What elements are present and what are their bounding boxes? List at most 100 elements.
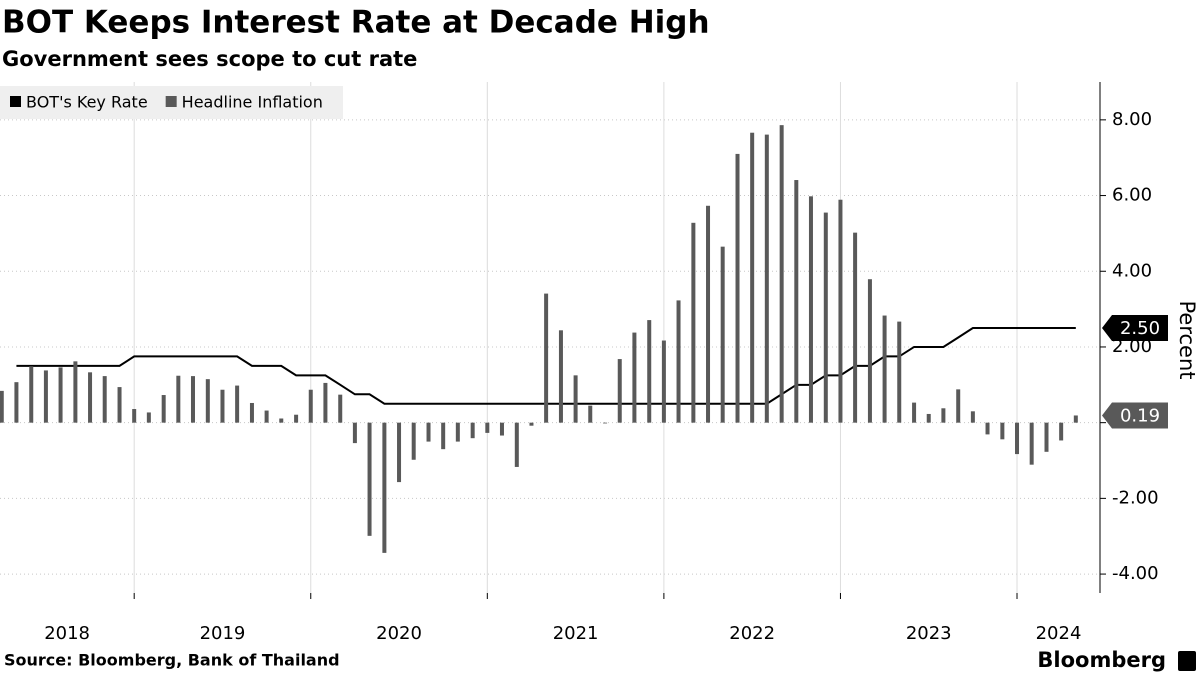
bar	[897, 321, 902, 423]
bar	[176, 375, 181, 423]
bar	[499, 422, 504, 436]
value-callout	[1102, 402, 1168, 429]
bar	[867, 279, 872, 423]
bar	[220, 389, 225, 423]
bar	[808, 196, 813, 423]
y-axis-label: Percent	[1175, 300, 1199, 379]
bar	[161, 395, 166, 423]
bar	[411, 422, 416, 460]
bar	[352, 422, 357, 444]
x-tick-label: 2019	[200, 623, 246, 644]
bar	[558, 330, 563, 423]
bar	[912, 402, 917, 423]
y-tick-label: -2.00	[1112, 487, 1159, 508]
y-tick-label: 8.00	[1112, 109, 1152, 130]
bar	[88, 372, 93, 423]
bar	[146, 412, 151, 423]
source: Source: Bloomberg, Bank of Thailand	[4, 651, 340, 670]
value-label: 0.19	[1120, 405, 1160, 426]
y-tick-label: 2.00	[1112, 336, 1152, 357]
legend-swatch	[165, 96, 177, 107]
bar	[676, 300, 681, 423]
bar	[58, 367, 63, 423]
bar	[249, 402, 254, 423]
bar	[323, 382, 328, 423]
x-tick-label: 2020	[376, 623, 422, 644]
bar	[426, 422, 431, 442]
bar	[970, 411, 975, 423]
bar	[338, 394, 343, 423]
y-tick-label: 4.00	[1112, 260, 1152, 281]
chart-title: BOT Keeps Interest Rate at Decade High	[2, 5, 710, 41]
bar	[764, 134, 769, 423]
legend-label: Headline Inflation	[182, 93, 323, 112]
bar	[397, 422, 402, 483]
bar	[735, 153, 740, 423]
bar	[470, 422, 475, 439]
chart-subtitle: Government sees scope to cut rate	[2, 47, 417, 71]
bar	[926, 413, 931, 423]
bar	[706, 205, 711, 423]
bar	[1059, 422, 1064, 441]
bar	[14, 382, 19, 423]
bar	[279, 418, 284, 423]
y-tick-label: 6.00	[1112, 185, 1152, 206]
bar	[1044, 422, 1049, 452]
bar	[882, 315, 887, 423]
bar	[1029, 422, 1034, 465]
bar	[294, 414, 299, 423]
bar	[1000, 422, 1005, 440]
x-tick-label: 2023	[906, 623, 952, 644]
y-tick-label: -4.00	[1112, 563, 1159, 584]
bar	[617, 359, 622, 423]
bar	[1015, 422, 1020, 455]
bar	[853, 232, 858, 423]
bar	[779, 125, 784, 423]
bar	[529, 422, 534, 426]
bar	[661, 340, 666, 423]
bar	[941, 408, 946, 423]
bar	[691, 222, 696, 423]
bar	[102, 376, 107, 423]
bar	[588, 405, 593, 423]
bar	[838, 199, 843, 423]
bar	[132, 409, 137, 423]
bar	[514, 422, 519, 467]
legend-swatch	[10, 96, 21, 107]
x-tick-label: 2018	[44, 623, 90, 644]
value-label: 2.50	[1120, 318, 1160, 339]
bar	[573, 375, 578, 423]
bar	[43, 370, 48, 423]
bar	[720, 246, 725, 423]
bar	[441, 422, 446, 450]
bar	[73, 361, 78, 423]
bar	[794, 180, 799, 423]
bar	[603, 422, 608, 424]
bar	[632, 332, 637, 423]
bar	[1073, 415, 1078, 423]
x-tick-label: 2021	[553, 623, 599, 644]
bar	[0, 390, 4, 423]
bar	[750, 132, 755, 423]
brand-icon	[1178, 651, 1196, 671]
bar	[455, 422, 460, 442]
x-tick-label: 2024	[1036, 623, 1082, 644]
bar	[985, 422, 990, 435]
bar	[308, 389, 313, 423]
bar	[367, 422, 372, 536]
bar	[117, 387, 122, 423]
bar	[647, 320, 652, 423]
x-tick-label: 2022	[729, 623, 775, 644]
bar	[190, 376, 195, 423]
bar	[29, 366, 34, 423]
bar	[956, 389, 961, 423]
bar	[205, 379, 210, 423]
bar	[544, 293, 549, 423]
bar	[485, 422, 490, 433]
brand-logo: Bloomberg	[1037, 648, 1166, 672]
bar	[235, 385, 240, 423]
value-callout	[1102, 315, 1168, 342]
bar	[382, 422, 387, 553]
bar	[264, 410, 269, 423]
